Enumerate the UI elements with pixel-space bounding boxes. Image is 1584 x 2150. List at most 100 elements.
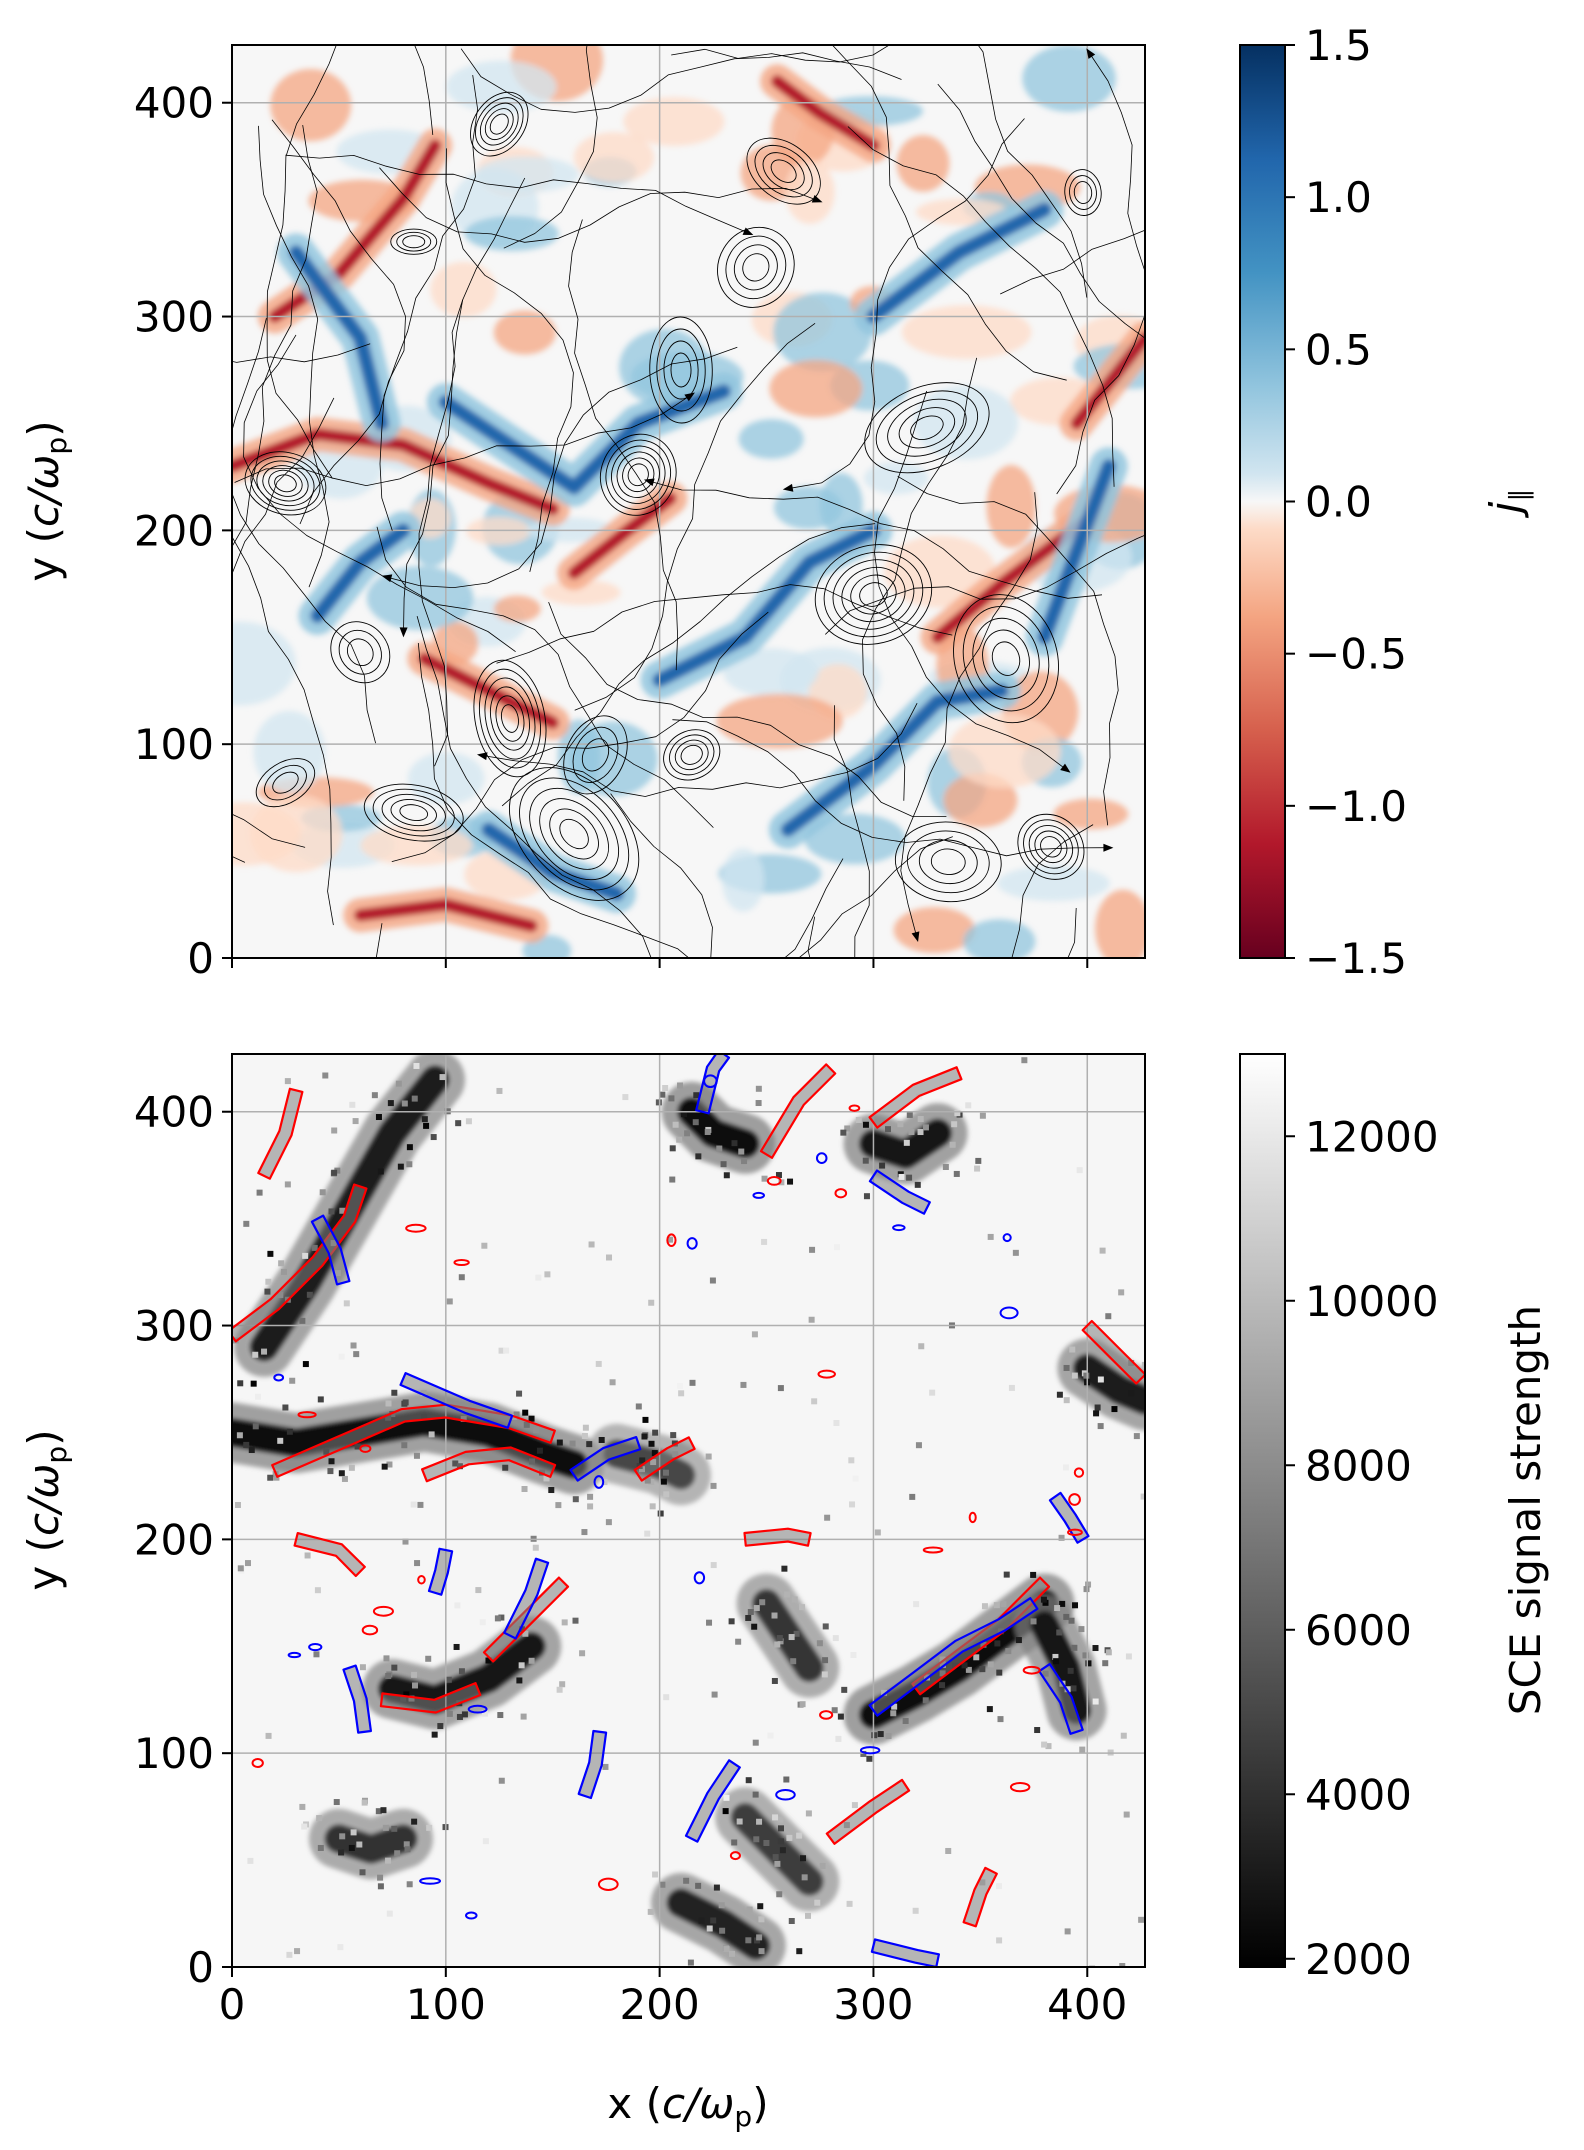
- signal-pixel: [833, 1419, 840, 1426]
- signal-pixel: [788, 1918, 795, 1925]
- signal-pixel: [914, 1181, 921, 1188]
- field-line-loop: [563, 715, 628, 795]
- field-line-loop: [473, 659, 547, 778]
- signal-pixel: [723, 1172, 730, 1179]
- field-line-loop: [663, 729, 721, 781]
- small-contour: [968, 1511, 977, 1524]
- signal-pixel: [1070, 1685, 1077, 1692]
- signal-pixel: [243, 1220, 250, 1227]
- signal-pixel: [377, 1874, 384, 1881]
- signal-pixel: [677, 1082, 684, 1089]
- signal-pixel: [912, 1144, 919, 1151]
- signal-pixel: [402, 1399, 409, 1406]
- field-line: [379, 75, 478, 531]
- signal-pixel: [639, 1457, 646, 1464]
- signal-pixel: [528, 1657, 535, 1664]
- field-line: [874, 390, 1067, 771]
- signal-pixel: [855, 1116, 862, 1123]
- signal-pixel: [361, 1799, 368, 1806]
- current-patch: [464, 216, 559, 252]
- signal-pixel: [668, 1095, 675, 1102]
- field-line-loop: [489, 686, 530, 751]
- small-contour: [1022, 1665, 1041, 1675]
- signal-pixel: [1092, 1645, 1099, 1652]
- signal-pixel: [951, 1121, 958, 1128]
- signal-pixel: [716, 1145, 723, 1152]
- signal-pixel: [311, 1244, 318, 1251]
- signal-pixel: [458, 1668, 465, 1675]
- signal-pixel: [579, 1650, 586, 1657]
- field-line-loop: [1069, 175, 1097, 210]
- signal-pixel: [1082, 1652, 1089, 1659]
- signal-pixel: [348, 1464, 355, 1471]
- signal-pixel: [1042, 1599, 1049, 1606]
- signal-pixel: [423, 1122, 430, 1129]
- field-line-loop: [1023, 819, 1079, 875]
- signal-pixel: [237, 1380, 244, 1387]
- signal-pixel: [383, 1655, 390, 1662]
- bottom-x-axis-label: x (c/ωp): [607, 2079, 768, 2133]
- field-line-loop: [680, 744, 703, 765]
- red-contour: [379, 1682, 482, 1714]
- colorbar-tick-label: 12000: [1305, 1112, 1439, 1161]
- colorbar-tick-label: 10000: [1305, 1277, 1439, 1326]
- current-patch: [773, 486, 843, 530]
- current-patch: [785, 159, 835, 224]
- signal-pixel: [758, 1916, 765, 1923]
- signal-pixel: [713, 1884, 720, 1891]
- signal-pixel: [1068, 1617, 1075, 1624]
- small-contour: [848, 1104, 861, 1112]
- negative-current-sheet: [931, 513, 1094, 644]
- signal-pixel: [1083, 1372, 1090, 1379]
- signal-pixel: [411, 1671, 418, 1678]
- field-line: [481, 703, 918, 797]
- signal-pixel: [787, 1178, 794, 1185]
- field-line-loop: [244, 451, 327, 516]
- signal-pixel: [698, 1917, 705, 1924]
- colorbar-tick-label: 2000: [1305, 1935, 1412, 1984]
- signal-pixel: [981, 1603, 988, 1610]
- small-contour: [892, 1224, 906, 1232]
- signal-pixel: [710, 1917, 717, 1924]
- signal-pixel: [498, 1347, 505, 1354]
- signal-pixel: [837, 1713, 844, 1720]
- signal-pixel: [848, 1457, 855, 1464]
- signal-pixel: [652, 1429, 659, 1436]
- signal-pixel: [302, 1361, 309, 1368]
- signal-pixel: [667, 1236, 674, 1243]
- signal-pixel: [1182, 1401, 1188, 1407]
- field-line: [648, 480, 1103, 599]
- field-line-loop: [1073, 181, 1093, 204]
- field-line-loop: [1064, 169, 1102, 216]
- field-line-loop: [823, 551, 924, 638]
- signal-pixel: [898, 1173, 905, 1180]
- signal-pixel: [706, 1925, 713, 1932]
- signal-pixel: [754, 1937, 761, 1944]
- colorbar-tick-label: 1.5: [1305, 21, 1372, 70]
- signal-pixel: [454, 1602, 461, 1609]
- signal-pixel: [777, 1825, 784, 1832]
- signal-pixel: [354, 1443, 361, 1450]
- signal-pixel: [761, 1238, 768, 1245]
- signal-pixel: [1140, 1493, 1145, 1500]
- field-line-loop: [396, 231, 432, 252]
- field-line-loop: [746, 137, 821, 205]
- signal-pixel: [267, 1474, 274, 1481]
- signal-pixel: [333, 1799, 340, 1806]
- signal-pixel: [1085, 1581, 1092, 1588]
- small-contour: [405, 1223, 427, 1233]
- signal-pixel: [252, 1351, 259, 1358]
- bottom-colorbar: [1239, 1053, 1286, 1968]
- small-contour: [287, 1651, 302, 1659]
- field-line-loop: [272, 771, 299, 794]
- signal-pixel: [401, 1100, 408, 1107]
- bottom-axis-ticks: 0 100 200 300 400 0 100 200 300 400: [134, 1088, 1128, 2029]
- colorbar-tick-label: 0.0: [1305, 478, 1372, 527]
- signal-pixel: [426, 1824, 433, 1831]
- bottom-y-axis-label: y (c/ωp): [19, 1429, 73, 1590]
- signal-pixel: [776, 1891, 783, 1898]
- signal-pixel: [1063, 1613, 1070, 1620]
- signal-pixel: [779, 1847, 786, 1854]
- field-line: [1000, 229, 1145, 295]
- field-line: [672, 719, 1109, 857]
